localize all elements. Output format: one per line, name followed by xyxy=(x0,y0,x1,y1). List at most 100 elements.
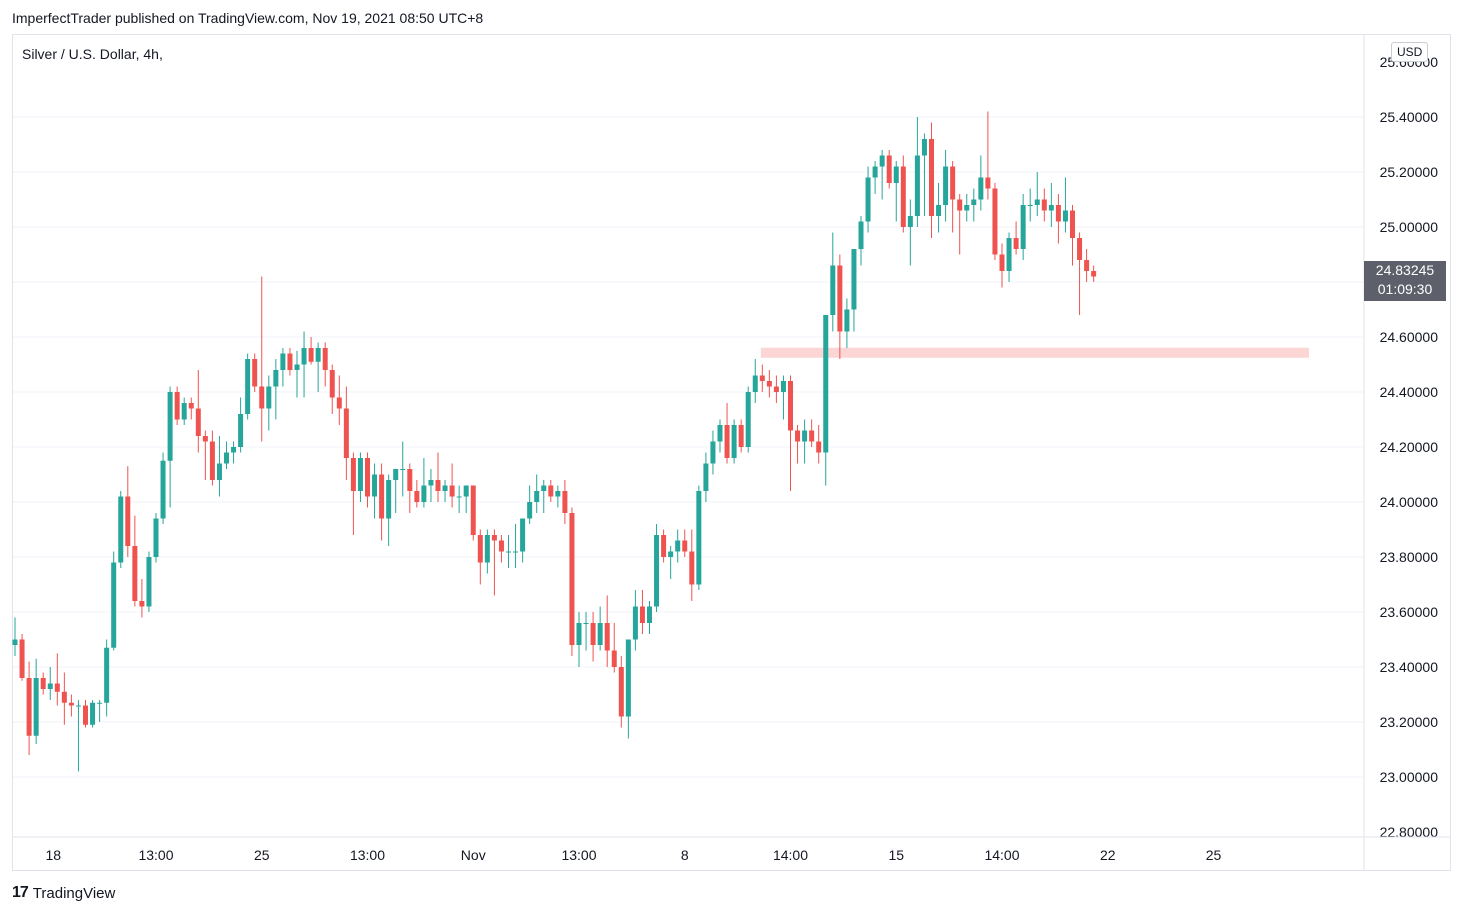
price-axis: 25.6000025.4000025.2000025.0000024.80000… xyxy=(1363,35,1439,870)
candle xyxy=(738,419,744,453)
x-tick-label: Nov xyxy=(461,847,486,863)
candle xyxy=(273,359,279,420)
x-tick-label: 13:00 xyxy=(350,847,385,863)
candle-body xyxy=(689,551,695,585)
candle xyxy=(1091,265,1097,282)
candle-body xyxy=(75,705,81,707)
candle-body xyxy=(33,678,39,736)
candle-body xyxy=(604,623,610,651)
candle xyxy=(661,529,667,563)
candle xyxy=(400,441,406,497)
candle xyxy=(957,194,963,255)
candle xyxy=(1006,232,1012,282)
candle-body xyxy=(111,562,117,648)
candle xyxy=(1027,188,1033,222)
last-price-value: 24.83245 xyxy=(1375,262,1435,278)
candle-body xyxy=(484,535,490,563)
candle xyxy=(795,425,801,464)
candle-body xyxy=(830,265,836,315)
candle-body xyxy=(639,606,645,623)
candle xyxy=(844,298,850,348)
candle xyxy=(929,122,934,238)
candle xyxy=(914,117,920,227)
candle-body xyxy=(68,702,74,706)
candle-body xyxy=(555,491,561,497)
candle-body xyxy=(365,458,370,497)
candle-body xyxy=(386,480,392,519)
candle xyxy=(950,161,956,233)
candle xyxy=(625,639,631,739)
candle xyxy=(414,480,420,508)
candle-body xyxy=(597,623,603,645)
candle xyxy=(668,546,674,579)
y-tick-label: 23.60000 xyxy=(1380,604,1439,620)
candle-body xyxy=(463,485,469,497)
candle-body xyxy=(795,430,801,442)
x-tick-label: 14:00 xyxy=(984,847,1019,863)
candle xyxy=(632,590,638,651)
candle xyxy=(280,348,286,387)
candle xyxy=(167,386,173,508)
candle xyxy=(590,612,596,662)
candle-body xyxy=(224,452,229,464)
candle xyxy=(61,672,67,725)
candle xyxy=(788,375,793,491)
symbol-title: Silver / U.S. Dollar, 4h, xyxy=(22,46,163,62)
candle xyxy=(83,700,88,728)
candle xyxy=(879,150,885,200)
candle-body xyxy=(675,540,681,552)
support-zone[interactable] xyxy=(760,347,1309,358)
candle xyxy=(118,491,124,568)
candle xyxy=(689,529,695,601)
x-tick-label: 15 xyxy=(888,847,904,863)
candle xyxy=(604,595,610,667)
y-tick-label: 24.60000 xyxy=(1380,329,1439,345)
candle xyxy=(379,463,385,541)
candle xyxy=(752,359,758,403)
candle-body xyxy=(146,557,152,607)
candle-body xyxy=(520,518,526,552)
candle xyxy=(75,700,81,772)
candle xyxy=(308,337,314,365)
candle-body xyxy=(1013,238,1019,249)
candle-body xyxy=(985,177,991,189)
candle xyxy=(766,370,772,398)
candle xyxy=(1062,177,1068,233)
candle xyxy=(513,524,519,568)
candle-body xyxy=(929,139,934,216)
tradingview-brand[interactable]: 17 TradingView xyxy=(12,884,115,902)
candle xyxy=(520,518,526,563)
candle xyxy=(936,183,942,233)
candle-body xyxy=(534,491,540,502)
candle-body xyxy=(393,469,399,480)
candle-body xyxy=(1020,205,1026,249)
candle xyxy=(442,480,448,502)
candle-body xyxy=(696,491,702,585)
candle-body xyxy=(816,441,822,453)
currency-badge[interactable]: USD xyxy=(1391,42,1429,62)
candle-body xyxy=(153,518,159,557)
candle-body xyxy=(280,353,286,370)
candle-body xyxy=(724,425,730,458)
candle-body xyxy=(611,650,617,667)
candle xyxy=(301,331,307,398)
candle-body xyxy=(759,375,765,381)
candles-layer xyxy=(12,111,1097,772)
candle xyxy=(266,375,272,431)
candle-body xyxy=(428,480,434,486)
candle xyxy=(1048,183,1054,227)
candle-body xyxy=(731,425,737,458)
candle xyxy=(548,480,554,502)
candle xyxy=(773,375,779,403)
candle-body xyxy=(562,491,568,513)
candle xyxy=(541,480,547,513)
y-tick-label: 23.40000 xyxy=(1380,659,1439,675)
candle xyxy=(597,606,603,651)
candle-body xyxy=(548,485,554,497)
time-axis: 18 13:00 25 13:00 Nov 13:00 8 14:00 15 14:00 22 25 xyxy=(13,836,1450,863)
candle-body xyxy=(315,348,321,362)
candle xyxy=(639,590,645,634)
candle-body xyxy=(964,205,970,211)
candle xyxy=(534,474,540,513)
